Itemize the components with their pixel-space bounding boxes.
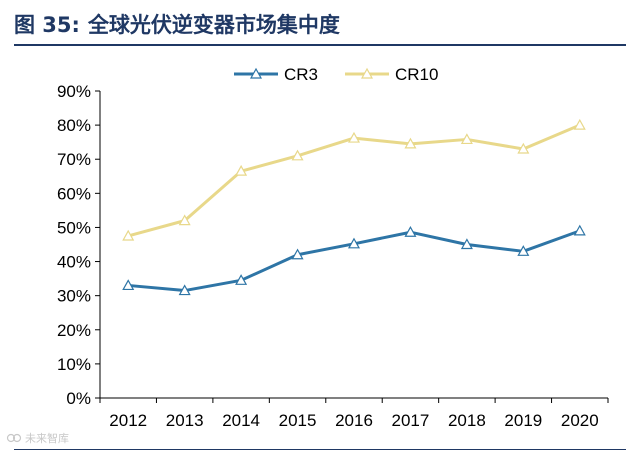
data-point-cr3	[460, 238, 473, 250]
data-point-cr10	[122, 229, 135, 241]
data-point-cr3	[235, 274, 248, 285]
x-tick-label: 2014	[222, 411, 260, 430]
y-tick-label: 30%	[57, 287, 91, 306]
x-tick-label: 2019	[504, 411, 542, 430]
y-tick-label: 70%	[57, 150, 91, 169]
watermark-text: 未来智库	[25, 433, 69, 445]
figure-number: 图 35:	[14, 13, 80, 37]
legend-label-cr10: CR10	[395, 65, 438, 84]
data-point-cr10	[178, 214, 191, 226]
figure-title: 图 35: 全球光伏逆变器市场集中度	[14, 6, 626, 42]
data-point-cr10	[460, 133, 473, 145]
data-point-cr3	[517, 245, 530, 256]
x-tick-label: 2020	[561, 411, 599, 430]
y-tick-label: 90%	[57, 82, 91, 101]
x-tick-label: 2013	[166, 411, 204, 430]
y-tick-label: 40%	[57, 253, 91, 272]
data-point-cr10	[573, 118, 586, 130]
bottom-rule	[14, 449, 626, 450]
data-point-cr10	[517, 142, 530, 154]
data-point-cr3	[404, 225, 417, 237]
y-tick-label: 60%	[57, 184, 91, 203]
x-tick-label: 2015	[279, 411, 317, 430]
legend-marker-cr3	[249, 67, 263, 79]
data-point-cr10	[404, 137, 417, 149]
watermark: 未来智库	[6, 430, 69, 446]
figure-title-text: 全球光伏逆变器市场集中度	[87, 13, 340, 37]
x-tick-label: 2017	[392, 411, 430, 430]
x-tick-label: 2012	[109, 411, 147, 430]
data-point-cr10	[347, 131, 361, 143]
data-point-cr3	[573, 224, 586, 236]
x-tick-label: 2018	[448, 411, 486, 430]
x-tick-label: 2016	[335, 411, 373, 430]
title-underline	[14, 44, 626, 46]
data-point-cr3	[291, 248, 304, 260]
y-tick-label: 80%	[57, 116, 91, 135]
data-point-cr3	[347, 237, 361, 249]
y-tick-label: 50%	[57, 218, 91, 237]
watermark-logo-icon	[6, 433, 22, 443]
y-tick-label: 0%	[66, 389, 91, 408]
legend-label-cr3: CR3	[284, 65, 318, 84]
legend-marker-cr10	[360, 67, 374, 79]
data-point-cr10	[291, 149, 304, 161]
data-point-cr3	[122, 279, 135, 291]
data-point-cr3	[178, 284, 191, 296]
y-tick-label: 20%	[57, 321, 91, 340]
y-tick-label: 10%	[57, 355, 91, 374]
data-point-cr10	[235, 164, 248, 176]
